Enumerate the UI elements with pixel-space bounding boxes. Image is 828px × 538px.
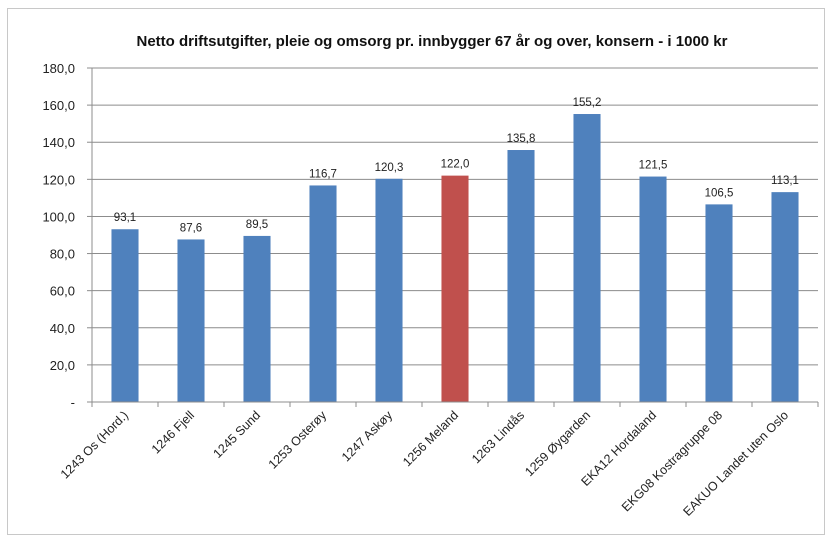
x-tick-label: 1259 Øygarden bbox=[522, 408, 593, 479]
x-tick-label: 1263 Lindås bbox=[469, 408, 527, 466]
bar bbox=[177, 239, 205, 402]
y-tick-label: 60,0 bbox=[50, 284, 75, 299]
bar bbox=[375, 178, 403, 402]
bar bbox=[441, 175, 469, 402]
y-tick-label: 180,0 bbox=[42, 61, 75, 76]
bar bbox=[507, 150, 535, 402]
y-tick-label: 40,0 bbox=[50, 321, 75, 336]
x-tick-label: 1243 Os (Hord.) bbox=[58, 408, 131, 481]
data-label: 120,3 bbox=[375, 162, 404, 174]
data-label: 106,5 bbox=[705, 187, 734, 199]
data-label: 93,1 bbox=[114, 212, 136, 224]
x-tick-label: 1256 Meland bbox=[400, 408, 461, 469]
x-tick-label: 1246 Fjell bbox=[149, 408, 197, 456]
y-tick-label: 80,0 bbox=[50, 247, 75, 262]
x-tick-label: 1253 Osterøy bbox=[266, 408, 330, 472]
x-tick-label: 1245 Sund bbox=[210, 408, 263, 461]
bars bbox=[111, 114, 799, 403]
data-label: 155,2 bbox=[573, 97, 602, 109]
chart-frame bbox=[7, 8, 825, 535]
axes: - 20,0 40,0 60,0 80,0 100,0 120,0 140,0 160,0 180… bbox=[42, 61, 819, 519]
data-labels: 93,1 87,6 89,5 116,7 120,3 122,0 135,8 155,2 121… bbox=[114, 97, 799, 234]
data-label: 87,6 bbox=[180, 222, 202, 234]
y-tick-label: 20,0 bbox=[50, 358, 75, 373]
data-label: 121,5 bbox=[639, 160, 668, 172]
y-tick-label: - bbox=[71, 395, 75, 410]
y-tick-label: 160,0 bbox=[42, 98, 75, 113]
bar bbox=[573, 114, 601, 403]
data-label: 116,7 bbox=[309, 168, 337, 180]
chart-title: Netto driftsutgifter, pleie og omsorg pr… bbox=[137, 33, 728, 50]
data-label: 122,0 bbox=[441, 159, 470, 171]
bar bbox=[309, 185, 337, 402]
bar bbox=[111, 229, 139, 402]
bar bbox=[639, 176, 667, 402]
y-tick-label: 120,0 bbox=[42, 172, 75, 187]
x-tick-label: EAKUO Landet uten Oslo bbox=[680, 408, 791, 519]
bar bbox=[705, 204, 733, 402]
data-label: 135,8 bbox=[507, 133, 536, 145]
bar bbox=[243, 235, 271, 402]
y-tick-label: 100,0 bbox=[42, 209, 75, 224]
y-tick-label: 140,0 bbox=[42, 135, 75, 150]
bar bbox=[771, 192, 799, 402]
data-label: 89,5 bbox=[246, 219, 268, 231]
x-tick-label: 1247 Askøy bbox=[339, 408, 396, 465]
data-label: 113,1 bbox=[771, 175, 799, 187]
